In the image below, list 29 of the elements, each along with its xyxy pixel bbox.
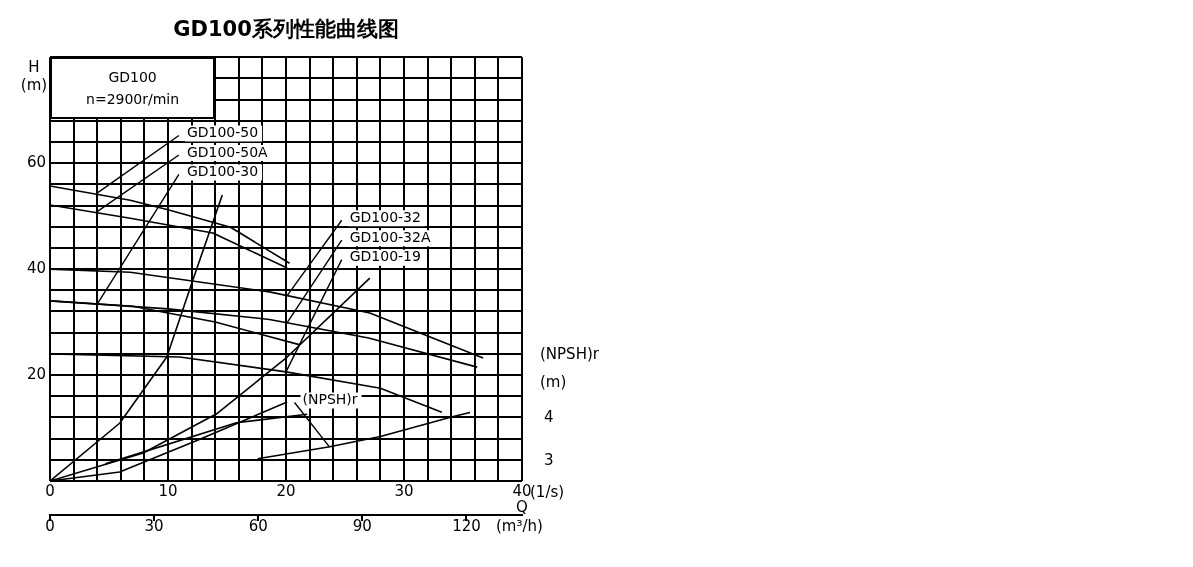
chart-title: GD100系列性能曲线图 — [173, 17, 399, 42]
annotation: n=2900r/min — [86, 89, 180, 109]
y-axis-title: H (m) — [20, 58, 48, 95]
x2-tick-label: 120 — [452, 517, 481, 536]
annotation: (NPSH)r — [302, 391, 358, 408]
y-tick-label: 40 — [26, 258, 46, 277]
x-tick-label: 10 — [158, 482, 178, 501]
annotation: GD100 — [108, 67, 157, 87]
y-tick-label: 60 — [26, 153, 46, 172]
x2-tick-label: 0 — [45, 517, 55, 536]
annotation: GD100-30 — [186, 163, 259, 180]
x-tick-label: 30 — [394, 482, 414, 501]
annotation: GD100-19 — [349, 248, 421, 265]
x-tick-label: 20 — [276, 482, 296, 501]
annotation: GD100-32 — [349, 208, 421, 225]
y2-tick-label: 3 — [544, 451, 554, 470]
x-tick-label: 40 — [512, 482, 532, 501]
annotation: GD100-50 — [186, 124, 259, 141]
annotation: GD100-32A — [349, 228, 431, 245]
y-tick-label: 20 — [26, 364, 46, 383]
y2-tick-label: 4 — [544, 408, 554, 427]
x-axis-title: (1/s) — [530, 482, 565, 501]
x-tick-label: 0 — [45, 482, 55, 501]
info-box: GD100 n=2900r/min — [50, 57, 216, 119]
x2-tick-label: 30 — [144, 517, 164, 536]
x2-tick-label: 60 — [248, 517, 268, 536]
y2-axis-title: (NPSH)r (m) — [540, 344, 600, 391]
annotation: GD100-50A — [186, 143, 269, 160]
x2-tick-label: 90 — [352, 517, 372, 536]
